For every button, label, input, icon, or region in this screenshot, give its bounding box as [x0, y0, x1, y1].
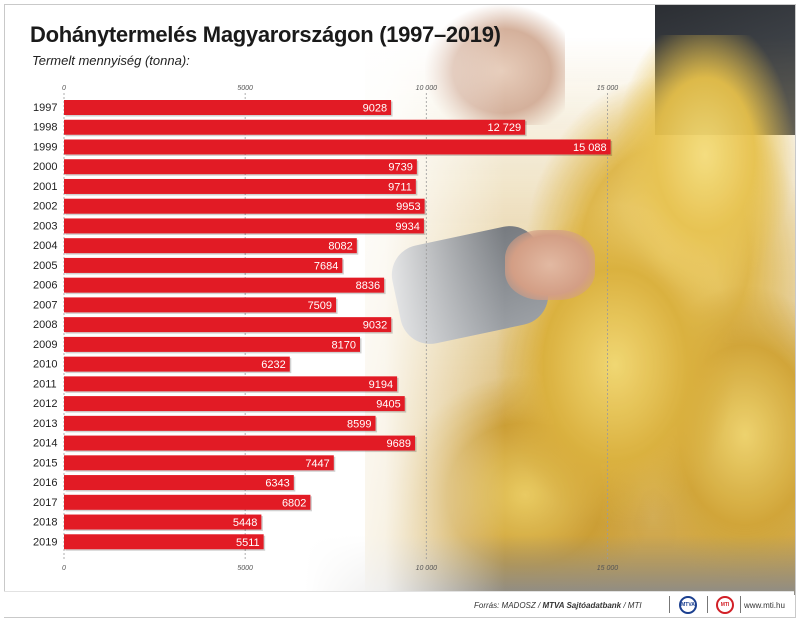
year-label: 2013 — [33, 418, 57, 430]
bar — [64, 494, 311, 510]
bar — [64, 100, 392, 115]
bar-value-label: 7509 — [308, 300, 332, 312]
bar-value-label: 8170 — [332, 339, 356, 351]
year-label: 2006 — [33, 280, 57, 292]
bar — [64, 238, 357, 254]
year-label: 2011 — [33, 378, 57, 390]
year-label: 2019 — [33, 536, 57, 548]
bar-value-label: 15 088 — [573, 142, 607, 154]
bar — [64, 139, 611, 155]
bar — [64, 396, 405, 412]
chart-title: Dohánytermelés Magyarországon (1997–2019… — [30, 22, 501, 47]
year-label: 2003 — [33, 220, 57, 232]
chart-subtitle: Termelt mennyiség (tonna): — [32, 53, 190, 68]
bar-value-label: 5511 — [236, 537, 260, 549]
x-tick-label-top: 0 — [62, 85, 66, 92]
year-label: 2010 — [33, 359, 57, 371]
footer: Forrás: MADOSZ / MTVA Sajtóadatbank / MT… — [4, 591, 794, 617]
bar — [64, 297, 337, 313]
year-label: 2007 — [33, 299, 57, 311]
bar-value-label: 9934 — [395, 221, 419, 233]
bar — [64, 435, 416, 451]
year-label: 2017 — [33, 497, 57, 509]
mti-logo-icon: MTI — [716, 596, 734, 614]
footer-divider — [740, 596, 741, 613]
year-label: 2004 — [33, 240, 57, 252]
year-label: 1999 — [33, 141, 57, 153]
bar — [64, 514, 262, 530]
infographic-frame — [4, 4, 796, 618]
year-label: 2000 — [33, 161, 57, 173]
photo-hand — [505, 230, 595, 300]
bar — [64, 257, 343, 273]
bar-value-label: 9689 — [387, 438, 411, 450]
bar — [64, 317, 392, 333]
bar — [64, 119, 526, 135]
source-url: www.mti.hu — [744, 601, 785, 610]
bar — [64, 336, 360, 352]
mtva-logo-icon: MTVA — [679, 596, 697, 614]
x-tick-label-bottom: 15 000 — [597, 565, 619, 572]
year-label: 1997 — [33, 102, 57, 114]
bar-value-label: 6802 — [282, 497, 306, 509]
bar — [64, 159, 417, 175]
bar — [64, 475, 294, 491]
year-label: 2002 — [33, 201, 57, 213]
source-bold: MTVA Sajtóadatbank — [542, 601, 622, 610]
bar-value-label: 7447 — [305, 458, 329, 470]
bar-value-label: 6232 — [261, 359, 285, 371]
bar — [64, 218, 424, 234]
bar-value-label: 9953 — [396, 201, 420, 213]
year-label: 2015 — [33, 457, 57, 469]
bar-value-label: 8599 — [347, 418, 371, 430]
bar — [64, 178, 416, 194]
bar-value-label: 9711 — [388, 181, 412, 193]
bar — [64, 455, 334, 471]
source-suffix: / MTI — [621, 601, 642, 610]
bar — [64, 415, 376, 431]
bar-value-label: 8082 — [328, 241, 352, 253]
x-tick-label-top: 5000 — [237, 85, 253, 92]
tobacco-leaves-photo — [305, 5, 795, 595]
footer-divider — [669, 596, 670, 613]
bar-value-label: 5448 — [233, 517, 257, 529]
bar-value-label: 12 729 — [488, 122, 522, 134]
bar-value-label: 9405 — [376, 399, 400, 411]
bar-value-label: 6343 — [265, 478, 289, 490]
bar-value-label: 7684 — [314, 260, 338, 272]
footer-divider — [707, 596, 708, 613]
x-tick-label-top: 15 000 — [597, 85, 619, 92]
year-label: 2008 — [33, 319, 57, 331]
year-label: 2018 — [33, 517, 57, 529]
year-label: 2005 — [33, 260, 57, 272]
year-label: 2016 — [33, 477, 57, 489]
bar — [64, 198, 425, 214]
bar-value-label: 9032 — [363, 320, 387, 332]
year-label: 2009 — [33, 339, 57, 351]
year-label: 1998 — [33, 122, 57, 134]
x-tick-label-top: 10 000 — [416, 85, 438, 92]
year-label: 2001 — [33, 181, 57, 193]
source-prefix: Forrás: MADOSZ / — [474, 601, 543, 610]
bar — [64, 356, 290, 372]
x-tick-label-bottom: 10 000 — [416, 565, 438, 572]
bar-value-label: 9194 — [369, 379, 393, 391]
x-tick-label-bottom: 5000 — [237, 565, 253, 572]
bar — [64, 534, 264, 550]
x-tick-label-bottom: 0 — [62, 565, 66, 572]
bar — [64, 376, 398, 392]
source-credit: Forrás: MADOSZ / MTVA Sajtóadatbank / MT… — [474, 601, 642, 610]
year-label: 2014 — [33, 438, 57, 450]
bar — [64, 277, 385, 293]
bar-value-label: 8836 — [356, 280, 380, 292]
bar-value-label: 9028 — [363, 103, 387, 115]
bar-value-label: 9739 — [388, 162, 412, 174]
year-label: 2012 — [33, 398, 57, 410]
